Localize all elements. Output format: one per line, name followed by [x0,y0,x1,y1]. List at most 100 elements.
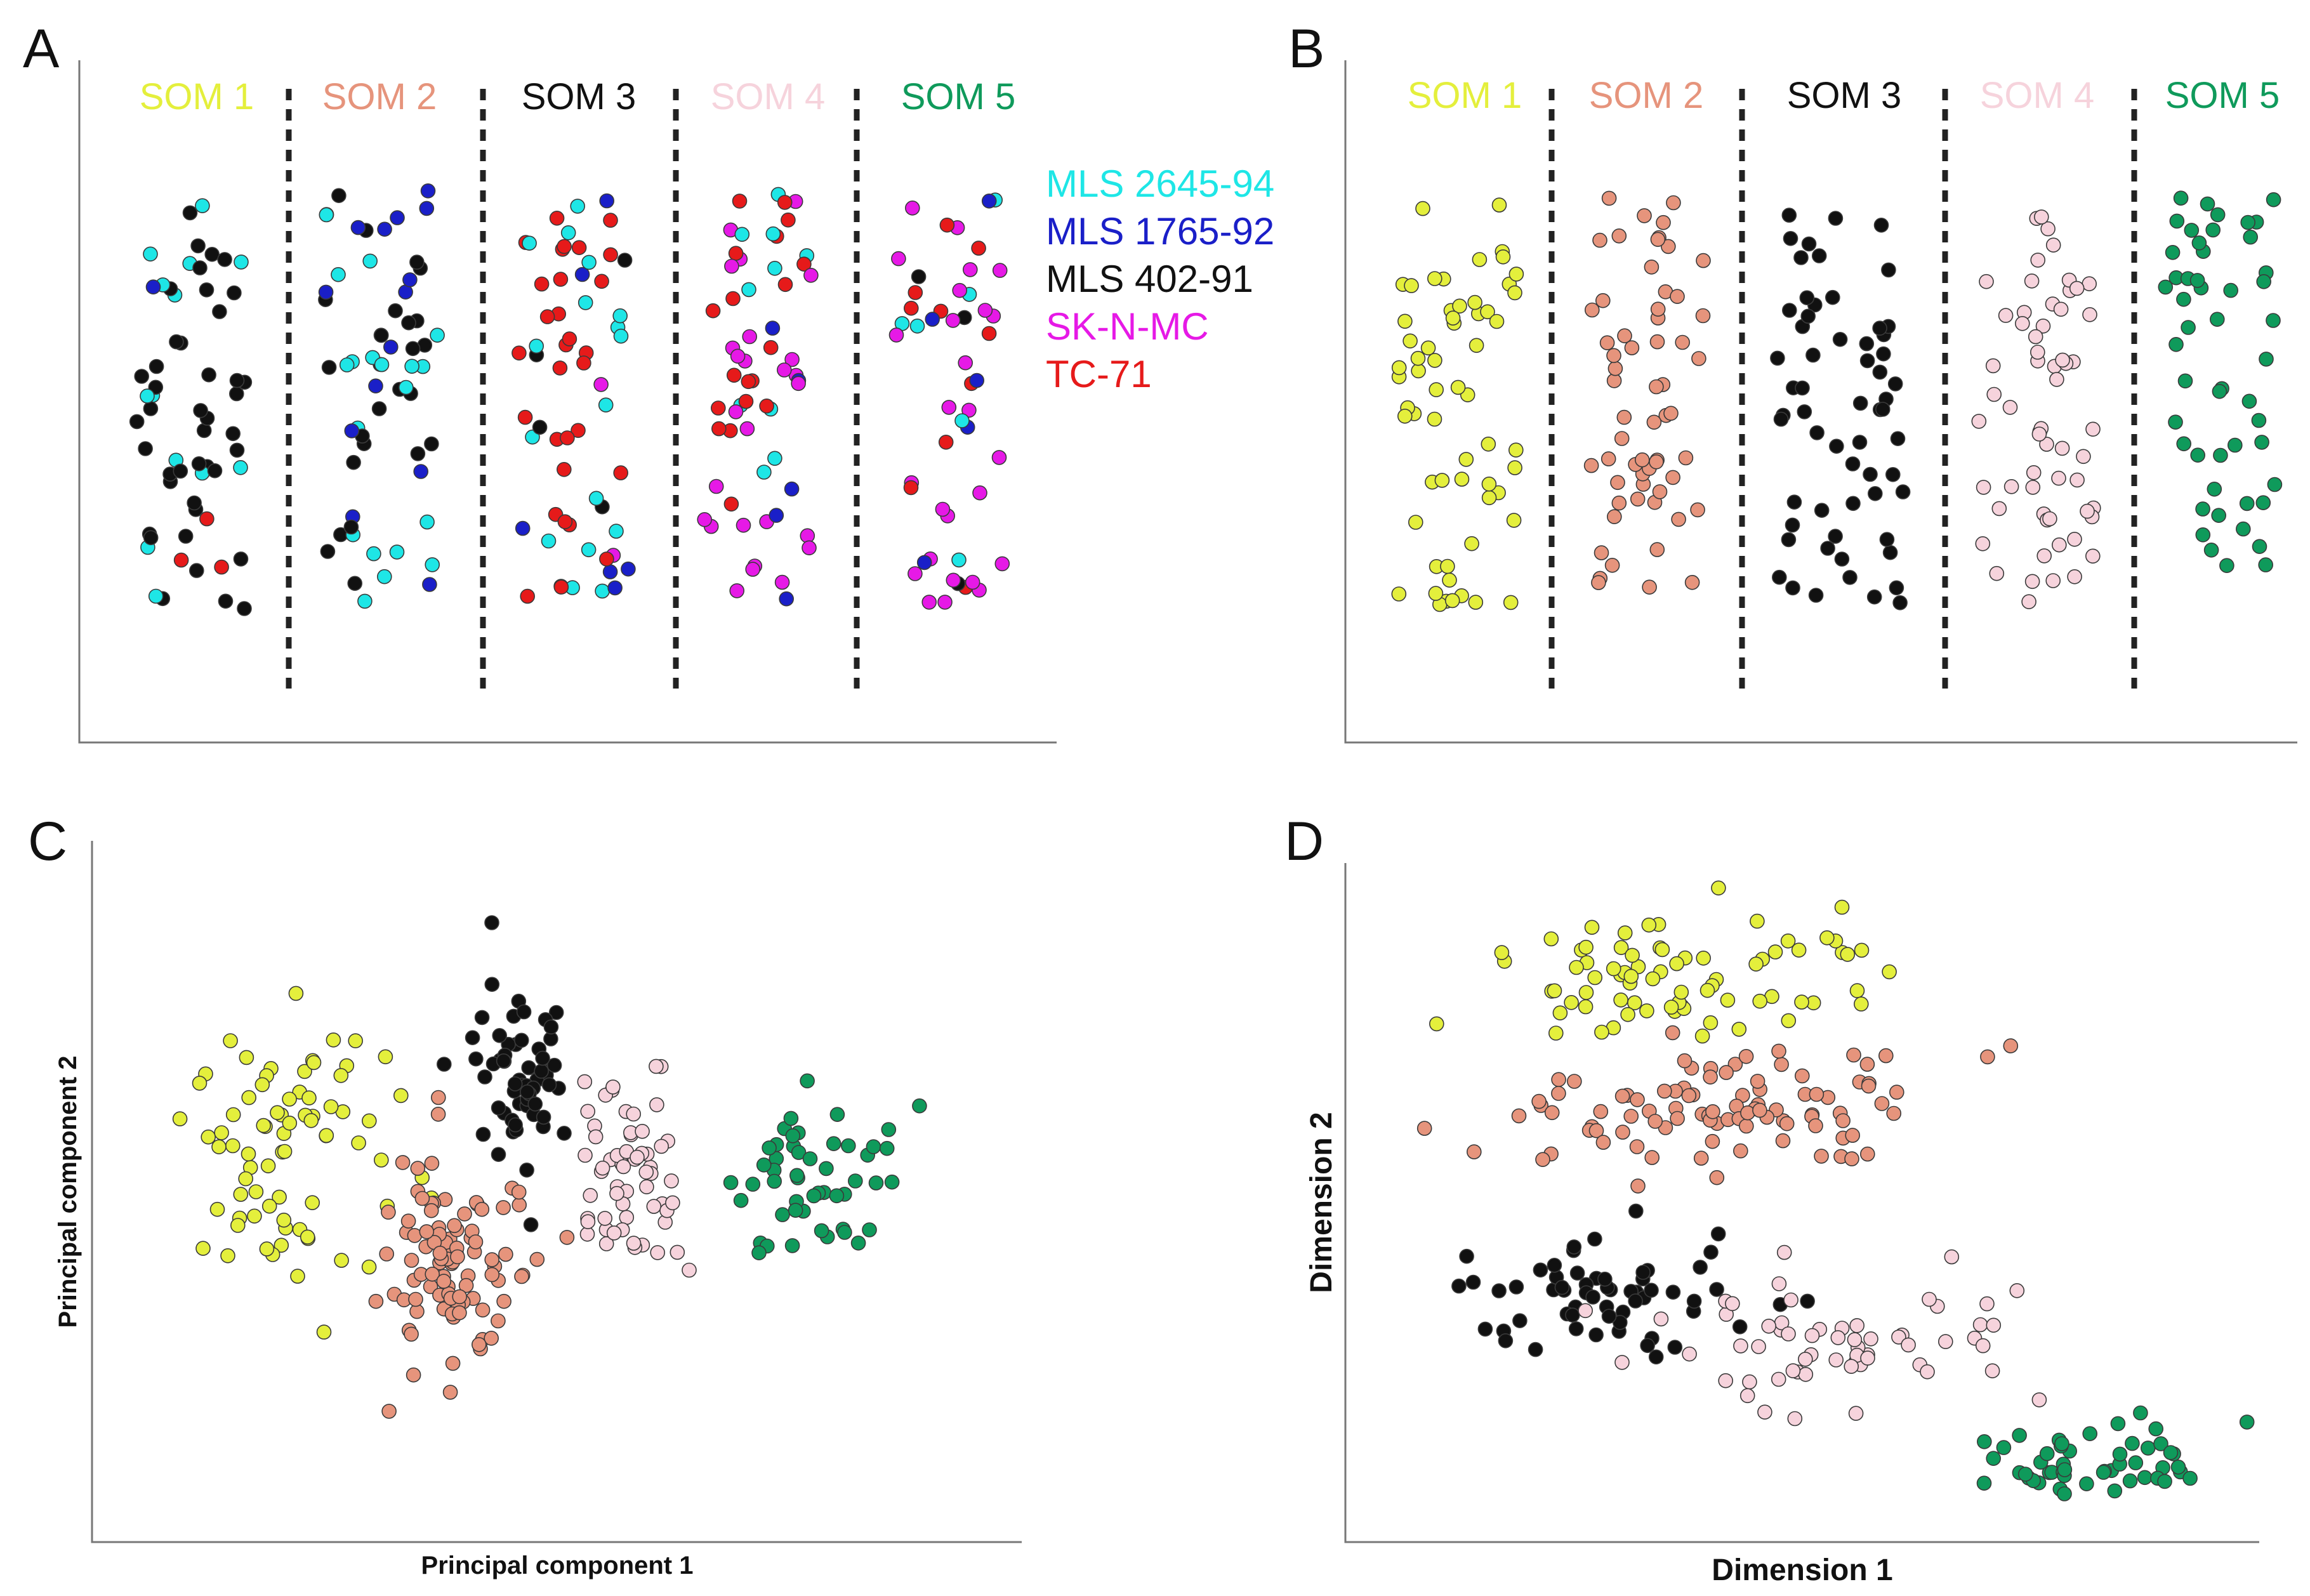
panel-a-point-som-1-mls-402-91 [227,285,242,301]
panel-c-point-som-3 [519,1163,534,1178]
panel-c-point-som-2 [436,1274,452,1289]
panel-a-point-som-1-mls-402-91 [134,369,149,384]
panel-c-point-som-1 [256,1118,272,1133]
panel-b-point-som-2 [1684,574,1700,590]
panel-d-point-som-3 [1800,1293,1815,1309]
panel-b-point-som-4 [2085,548,2101,564]
panel-a-point-som-1-mls-2645-94 [234,254,249,270]
panel-d-point-som-2 [1593,1104,1609,1119]
panel-b-point-som-1 [1468,338,1484,353]
panel-a-point-som-4-sk-n-mc [802,540,817,556]
panel-c-point-som-2 [452,1289,468,1305]
panel-c-point-som-2 [430,1090,446,1105]
panel-a-point-som-1-mls-402-91 [196,423,212,439]
panel-c-point-som-1 [301,1090,317,1105]
panel-d-point-som-3 [1648,1349,1664,1365]
panel-letter-a: A [23,18,60,79]
panel-a-point-som-1-mls-402-91 [229,373,245,388]
panel-a-point-som-4-sk-n-mc [803,267,819,283]
panel-a-point-som-2-mls-402-91 [373,327,389,343]
panel-b-point-som-4 [2080,503,2095,519]
panel-a-point-som-1-mls-402-91 [212,304,227,319]
panel-d-point-som-2 [1779,1116,1795,1131]
panel-a-point-som-2-mls-402-91 [424,436,439,452]
panel-b-point-som-3 [1832,331,1848,347]
panel-b-point-som-1 [1481,490,1497,506]
panel-b-point-som-4 [2002,400,2018,415]
panel-b-point-som-3 [1785,517,1800,533]
panel-b-point-som-5 [2168,414,2183,430]
panel-a-point-som-3-mls-2645-94 [613,328,629,344]
panel-a-point-som-1-mls-402-91 [138,441,153,456]
panel-c-point-som-2 [400,1213,416,1229]
panel-d-point-som-1 [1720,993,1736,1008]
panel-b-point-som-2 [1678,450,1694,466]
panel-d-point-som-2 [1647,1114,1663,1129]
panel-d-point-som-3 [1554,1279,1570,1295]
panel-c-point-som-5 [806,1188,822,1204]
panel-c-point-som-1 [241,1146,256,1162]
panel-b-point-som-5 [2267,477,2283,492]
panel-d-point-som-5 [2239,1415,2255,1430]
panel-a-point-som-3-mls-1765-92 [515,520,531,536]
panel-c-point-som-5 [814,1223,829,1239]
panel-d-point-som-5 [2096,1465,2111,1480]
panel-a-point-som-1-mls-402-91 [237,601,252,616]
panel-b-point-som-1 [1458,452,1474,467]
panel-b-point-som-2 [1663,406,1679,421]
panel-a-point-som-5-tc-71 [908,285,923,300]
panel-c-point-som-3 [492,1028,508,1043]
panel-a-point-som-5-tc-71 [939,217,955,233]
panel-c-point-som-5 [881,1122,897,1137]
panel-a-point-som-4-sk-n-mc [791,376,806,392]
panel-d-point-som-1 [1429,1016,1444,1032]
panel-d-point-som-5 [2012,1428,2027,1443]
panel-a-point-som-2-mls-1765-92 [420,183,436,199]
panel-b-point-som-4 [1986,386,2002,402]
panel-d-point-som-1 [1543,931,1559,947]
panel-c-point-som-5 [789,1168,805,1184]
panel-b-point-som-5 [2210,312,2225,327]
panel-d-point-som-1 [1748,956,1764,972]
panel-c-point-som-3 [474,1010,490,1026]
panel-b-point-som-3 [1795,380,1810,396]
panel-d-point-som-4 [1783,1292,1798,1308]
panel-c-point-som-3 [535,1050,550,1066]
panel-a-point-som-1-tc-71 [214,559,229,575]
panel-a-point-som-1-mls-402-91 [229,442,245,458]
panel-a-point-som-2-mls-402-91 [331,188,346,204]
panel-b-point-som-1 [1415,201,1430,216]
panel-b-point-som-2 [1600,451,1616,466]
panel-a-point-som-3-tc-71 [576,355,591,371]
panel-b-point-som-5 [2177,373,2193,389]
panel-c-point-som-3 [557,1126,572,1141]
panel-c-point-som-2 [445,1355,461,1371]
panel-a-point-som-4-mls-1765-92 [784,481,800,497]
panel-d-point-som-3 [1512,1313,1528,1328]
panel-d-point-som-4 [1787,1411,1803,1427]
panel-d-point-som-2 [1644,1150,1660,1165]
panel-b-point-som-3 [1881,262,1896,278]
panel-d-point-som-2 [1535,1152,1550,1167]
panel-b-point-som-4 [2030,345,2045,360]
panel-c-point-som-2 [559,1230,575,1245]
panel-b-point-som-1 [1397,313,1413,329]
panel-d-point-som-5 [2133,1405,2148,1421]
panel-a-point-som-2-mls-402-91 [405,341,421,357]
panel-a-point-som-3-tc-71 [613,465,629,480]
panel-b-point-som-3 [1820,541,1835,556]
panel-b-point-som-4 [2034,209,2049,225]
panel-b-point-som-3 [1828,211,1844,226]
panel-d-point-som-2 [1705,1133,1720,1149]
panel-a-point-som-2-mls-402-91 [343,519,359,535]
panel-d-point-som-3 [1569,1265,1585,1281]
panel-a-point-som-5-sk-n-mc [972,485,987,501]
panel-b-point-som-5 [2169,213,2185,229]
panel-d-point-som-2 [1657,1083,1672,1099]
panel-a-point-som-2-mls-2645-94 [389,544,405,560]
panel-d-point-som-1 [1578,939,1594,955]
panel-c-point-som-2 [452,1305,467,1321]
panel-b-point-som-5 [2181,320,2196,335]
panel-d-point-som-4 [1614,1355,1630,1370]
panel-letter-c: C [28,811,67,872]
